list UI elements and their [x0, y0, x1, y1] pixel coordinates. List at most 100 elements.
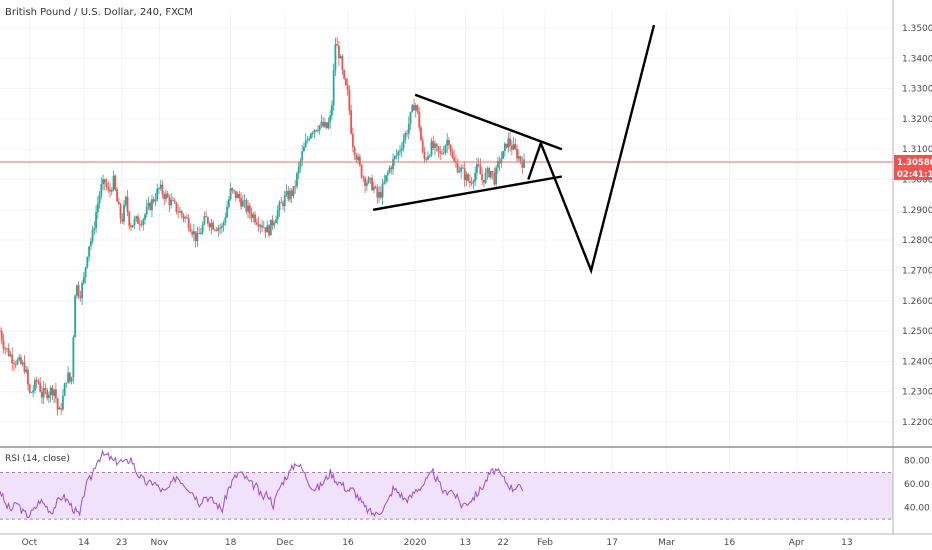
x-tick-label: 23 [116, 538, 127, 548]
candle-body [205, 216, 208, 218]
candle-body [482, 180, 485, 183]
candle-body [444, 145, 447, 153]
candle-body [255, 222, 258, 224]
candle-body [184, 217, 187, 219]
candle-body [449, 145, 452, 153]
candle-body [393, 156, 396, 160]
candle-body [479, 165, 482, 175]
candle-body [371, 177, 373, 191]
candle-body [196, 233, 199, 242]
candle-body [102, 179, 104, 185]
candle-body [191, 231, 194, 235]
candle-body [388, 167, 391, 173]
candle-body [41, 391, 43, 398]
candle-body [425, 158, 428, 160]
candle-body [383, 181, 386, 184]
candle-body [119, 204, 122, 219]
y-tick-label: 1.30000 [902, 176, 932, 186]
candle-body [397, 151, 400, 156]
candle-body [360, 164, 363, 178]
triangle-upper-trendline [414, 93, 563, 151]
candle-body [420, 127, 422, 141]
x-tick-label: Oct [22, 538, 38, 548]
candle-body [170, 199, 173, 206]
candle-body [220, 225, 223, 228]
candle-body [140, 224, 143, 226]
candle-body [358, 156, 361, 165]
candle-body [374, 186, 377, 188]
candle-body [362, 177, 365, 179]
candle-body [353, 147, 356, 156]
candle-body [86, 256, 89, 268]
x-tick-label: 22 [497, 538, 508, 548]
candle-body [147, 202, 150, 207]
candle-body [93, 228, 96, 230]
candle-body [336, 44, 339, 46]
candle-body [386, 172, 389, 176]
candle-body [109, 189, 111, 192]
candle-body [173, 200, 176, 203]
candle-body [448, 139, 450, 146]
candle-body [310, 133, 312, 139]
candle-body [250, 213, 253, 218]
candle-body [39, 382, 42, 392]
countdown-label: 02:41:17 [897, 170, 932, 180]
candle-body [180, 211, 183, 215]
x-tick-label: Dec [276, 538, 293, 548]
candle-body [475, 164, 478, 173]
candle-body [105, 183, 108, 187]
candle-body [465, 174, 468, 181]
candle-body [334, 44, 337, 71]
candle-body [519, 156, 522, 161]
candle-body [477, 164, 480, 166]
candle-body [168, 197, 171, 206]
candle-body [282, 202, 284, 206]
candle-body [82, 276, 85, 283]
candle-body [261, 225, 263, 228]
candle-body [439, 151, 442, 154]
candle-body [297, 166, 300, 174]
candle-body [234, 191, 237, 199]
candle-body [392, 159, 394, 170]
candle-body [2, 340, 5, 349]
candle-body [203, 216, 206, 225]
candle-body [121, 218, 124, 222]
candle-body [241, 200, 244, 207]
y-tick-label: 1.34000 [902, 54, 932, 64]
candle-body [423, 152, 426, 159]
candle-body [493, 172, 496, 185]
candle-body [137, 216, 139, 224]
candle-body [206, 217, 209, 224]
candle-body [254, 214, 256, 223]
candle-body [11, 354, 14, 364]
candle-body [103, 179, 106, 184]
candle-body [145, 206, 148, 215]
x-tick-label: 13 [841, 538, 852, 548]
candle-body [114, 175, 117, 190]
candle-body [68, 372, 71, 382]
candle-body [296, 173, 298, 187]
candle-body [343, 69, 346, 79]
candle-body [489, 171, 492, 178]
candle-body [276, 210, 279, 220]
candle-body [404, 133, 407, 141]
candle-body [462, 167, 464, 169]
candle-body [427, 156, 429, 160]
candle-body [58, 408, 61, 410]
candle-body [456, 163, 459, 173]
candle-body [177, 211, 180, 213]
candle-body [269, 219, 272, 236]
candle-body [411, 105, 414, 112]
candle-body [474, 172, 477, 182]
candle-body [280, 202, 283, 204]
candle-body [0, 331, 3, 341]
candle-body [327, 122, 330, 129]
candle-body [252, 214, 255, 218]
candle-body [128, 211, 131, 226]
candle-body [133, 218, 136, 226]
countdown-tag [894, 167, 932, 180]
candle-body [351, 133, 354, 148]
candle-body [186, 217, 188, 219]
